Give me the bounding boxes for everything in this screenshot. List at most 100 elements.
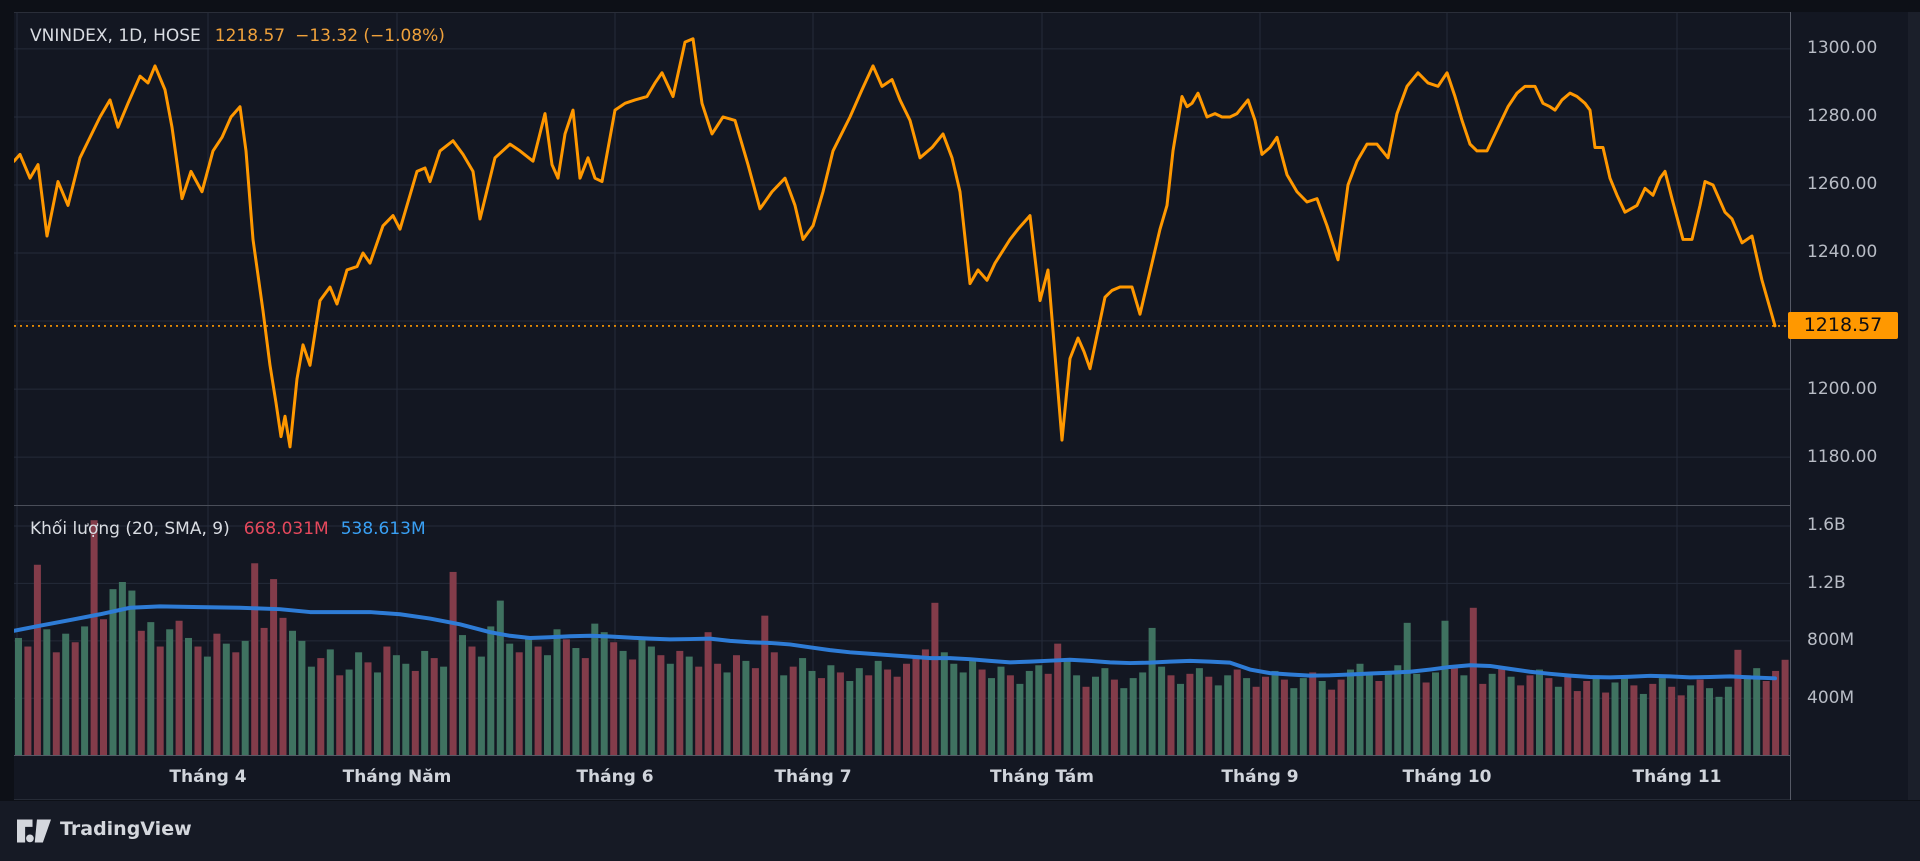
volume-bar[interactable] xyxy=(1507,676,1515,755)
volume-bar[interactable] xyxy=(1186,673,1194,755)
volume-bar[interactable] xyxy=(156,646,164,755)
volume-bar[interactable] xyxy=(317,658,325,755)
volume-bar[interactable] xyxy=(109,589,117,755)
volume-bar[interactable] xyxy=(1044,673,1052,755)
volume-bar[interactable] xyxy=(1687,685,1695,755)
volume-bar[interactable] xyxy=(1696,679,1704,755)
volume-bar[interactable] xyxy=(1715,696,1723,755)
volume-bar[interactable] xyxy=(203,656,211,755)
volume-bar[interactable] xyxy=(988,678,995,755)
volume-bar[interactable] xyxy=(307,666,315,755)
volume-bar[interactable] xyxy=(24,646,32,755)
volume-bar[interactable] xyxy=(1063,658,1071,755)
volume-bar[interactable] xyxy=(978,669,986,755)
volume-bar[interactable] xyxy=(515,652,523,755)
volume-bar[interactable] xyxy=(298,640,306,755)
volume-bar[interactable] xyxy=(893,676,901,755)
volume-bar[interactable] xyxy=(544,655,551,755)
volume-bar[interactable] xyxy=(761,615,769,755)
volume-bar[interactable] xyxy=(836,672,844,755)
volume-bar[interactable] xyxy=(1299,678,1307,755)
volume-bar[interactable] xyxy=(459,635,466,755)
volume-bar[interactable] xyxy=(270,579,278,755)
volume-bar[interactable] xyxy=(1536,669,1543,755)
volume-bar[interactable] xyxy=(194,646,202,755)
volume-bar[interactable] xyxy=(1073,675,1081,755)
volume-bar[interactable] xyxy=(1016,683,1024,755)
volume-bar[interactable] xyxy=(1365,672,1373,755)
volume-pane[interactable]: Khối lượng (20, SMA, 9) 668.031M 538.613M xyxy=(14,505,1790,755)
volume-bar[interactable] xyxy=(1318,680,1326,755)
volume-bar[interactable] xyxy=(1724,686,1732,755)
volume-bar[interactable] xyxy=(1460,675,1468,755)
volume-bar[interactable] xyxy=(1328,689,1336,755)
volume-bar[interactable] xyxy=(1706,688,1713,755)
volume-bar[interactable] xyxy=(15,637,22,755)
volume-bar[interactable] xyxy=(818,678,825,755)
volume-bar[interactable] xyxy=(751,668,759,755)
volume-bar[interactable] xyxy=(1101,668,1109,755)
volume-bar[interactable] xyxy=(912,655,920,755)
volume-bar[interactable] xyxy=(1006,675,1014,755)
volume-bar[interactable] xyxy=(931,602,939,755)
volume-bar[interactable] xyxy=(572,648,580,755)
volume-bar[interactable] xyxy=(1262,676,1269,755)
volume-bar[interactable] xyxy=(449,571,457,755)
volume-bar[interactable] xyxy=(742,660,750,755)
volume-bar[interactable] xyxy=(383,646,391,755)
volume-bar[interactable] xyxy=(1432,672,1439,755)
volume-bar[interactable] xyxy=(289,630,296,755)
volume-bar[interactable] xyxy=(1677,695,1685,755)
volume-bar[interactable] xyxy=(1621,676,1628,755)
volume-bar[interactable] xyxy=(232,652,240,755)
volume-bar[interactable] xyxy=(676,650,684,755)
volume-bar[interactable] xyxy=(440,666,448,755)
volume-bar[interactable] xyxy=(1375,680,1383,755)
volume-bar[interactable] xyxy=(241,640,249,755)
volume-bar[interactable] xyxy=(553,629,561,755)
volume-bar[interactable] xyxy=(733,655,740,755)
volume-bar[interactable] xyxy=(638,639,646,755)
volume-bar[interactable] xyxy=(1347,669,1354,755)
volume-bar[interactable] xyxy=(1082,686,1090,755)
volume-bar[interactable] xyxy=(1753,668,1761,755)
volume-bar[interactable] xyxy=(600,632,608,755)
price-pane[interactable]: VNINDEX, 1D, HOSE 1218.57 −13.32 (−1.08%) xyxy=(14,12,1790,505)
volume-bar[interactable] xyxy=(959,672,967,755)
volume-chart-canvas[interactable] xyxy=(14,506,1790,755)
volume-bar[interactable] xyxy=(591,623,599,755)
price-chart-canvas[interactable] xyxy=(14,13,1790,505)
volume-bar[interactable] xyxy=(525,636,533,755)
volume-bar[interactable] xyxy=(1054,643,1062,755)
volume-bar[interactable] xyxy=(279,617,287,755)
volume-bar[interactable] xyxy=(1214,685,1222,755)
volume-bar[interactable] xyxy=(1233,669,1241,755)
volume-bar[interactable] xyxy=(260,627,268,755)
volume-indicator-title[interactable]: Khối lượng (20, SMA, 9) xyxy=(30,519,230,539)
volume-bar[interactable] xyxy=(1120,688,1128,755)
volume-bar[interactable] xyxy=(1545,678,1553,755)
volume-bar[interactable] xyxy=(921,649,929,755)
volume-bar[interactable] xyxy=(81,626,89,755)
volume-bar[interactable] xyxy=(704,632,712,755)
volume-bar[interactable] xyxy=(884,669,892,755)
volume-bar[interactable] xyxy=(1177,683,1184,755)
volume-bar[interactable] xyxy=(166,629,174,755)
volume-bar[interactable] xyxy=(1564,676,1572,755)
volume-bar[interactable] xyxy=(1450,666,1458,755)
volume-ma-line[interactable] xyxy=(14,604,1777,681)
volume-bar[interactable] xyxy=(251,563,259,755)
volume-bar[interactable] xyxy=(1290,688,1298,755)
volume-bar[interactable] xyxy=(62,633,70,755)
volume-bar[interactable] xyxy=(1309,672,1317,755)
volume-bar[interactable] xyxy=(1781,659,1789,755)
volume-bar[interactable] xyxy=(610,642,618,755)
volume-bar[interactable] xyxy=(808,670,816,755)
volume-bar[interactable] xyxy=(1602,692,1610,755)
volume-bar[interactable] xyxy=(1356,663,1364,755)
volume-bar[interactable] xyxy=(1384,670,1392,755)
volume-bar[interactable] xyxy=(1280,679,1288,755)
volume-bar[interactable] xyxy=(789,666,797,755)
volume-bar[interactable] xyxy=(695,666,703,755)
volume-bar[interactable] xyxy=(1526,675,1534,755)
